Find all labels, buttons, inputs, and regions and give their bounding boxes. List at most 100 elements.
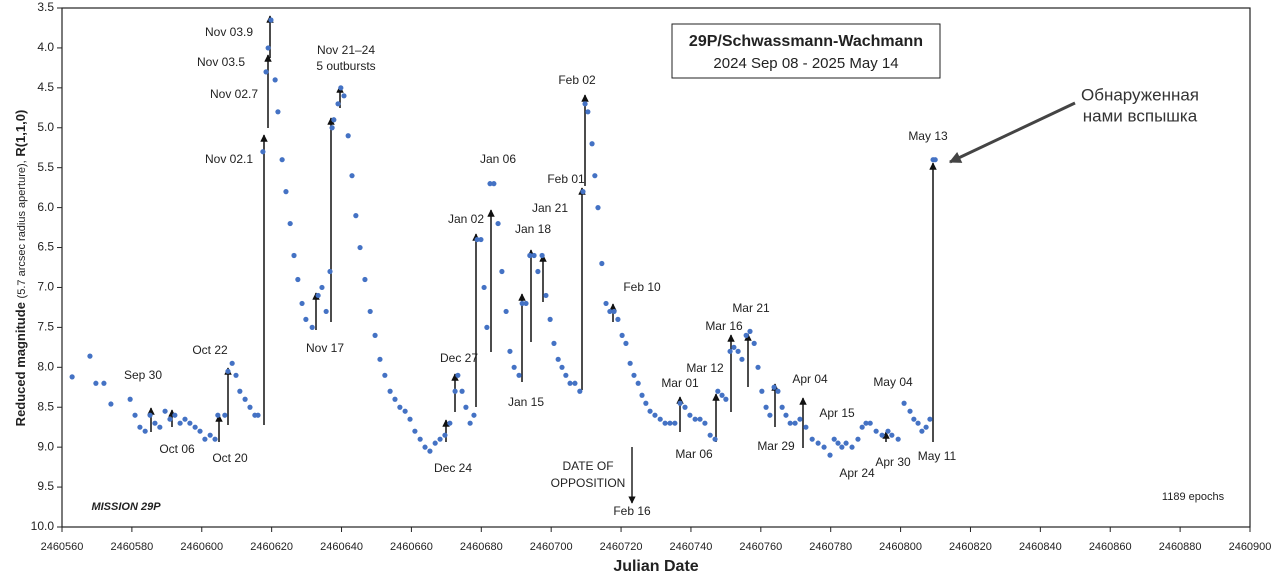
data-point [484,324,490,330]
data-point [299,300,305,307]
data-point [543,292,549,299]
data-point [222,412,228,418]
data-point [662,420,668,426]
chart-subtitle: 2024 Sep 08 - 2025 May 14 [713,55,898,72]
x-tick-label: 2460760 [739,541,782,553]
x-tick-label: 2460780 [809,541,852,553]
data-point [555,356,561,362]
data-point [855,436,861,442]
data-point [815,440,821,446]
y-tick-label: 4.5 [37,80,54,94]
y-tick-label: 3.5 [37,0,54,14]
data-point [463,404,469,410]
annotation: 5 outbursts [316,59,375,73]
data-point [767,412,773,418]
data-point [519,300,525,307]
x-tick-label: 2460600 [180,541,223,553]
data-point [242,396,248,402]
data-point [682,404,688,410]
title-box [671,23,941,79]
annotation: Mar 16 [705,319,743,333]
data-point [843,440,849,446]
data-point [187,420,193,426]
annotation: Sep 30 [124,368,162,382]
x-axis-label: Julian Date [613,558,698,575]
data-point [432,440,438,446]
data-point [392,396,398,402]
data-point [667,420,673,426]
x-tick-label: 2460560 [41,541,84,553]
data-point [315,292,321,299]
annotation: нами вспышка [1083,106,1198,125]
annotation: Jan 21 [532,201,568,215]
data-point [907,408,913,414]
data-point [225,368,231,374]
data-point [652,412,658,418]
data-point [481,284,487,291]
data-point [839,444,845,450]
annotation: Mar 21 [732,301,770,315]
annotation: Mar 12 [686,361,724,375]
data-point [478,236,484,243]
y-axis-label: Reduced magnitude (5.7 arcsec radius ape… [13,110,28,427]
data-point [692,416,698,422]
y-tick-label: 8.5 [37,399,54,413]
data-point [516,372,522,378]
data-point [712,436,718,442]
data-point [303,316,309,322]
data-point [422,444,428,450]
data-point [879,432,885,438]
data-point [849,444,855,450]
data-point [783,412,789,418]
data-point [167,416,173,422]
data-point [442,432,448,438]
y-tick-label: 7.5 [37,320,54,334]
annotation: Feb 02 [558,73,596,87]
data-point [87,353,93,359]
data-point [323,308,329,315]
data-point [619,332,625,338]
data-point [735,348,741,354]
epochs-note: 1189 epochs [1162,491,1225,503]
annotation: Mar 06 [675,447,713,461]
data-point [291,252,297,259]
data-point [215,412,221,418]
data-point [687,412,693,418]
data-point [447,420,453,426]
data-point [595,205,601,211]
data-point [803,424,809,430]
data-point [233,372,239,378]
y-tick-label: 10.0 [31,519,55,533]
data-point [341,93,347,99]
data-point [923,424,929,430]
data-point [859,424,865,430]
data-point [635,380,641,386]
y-label-part: Reduced magnitude [13,302,28,426]
data-point [523,300,529,307]
data-point [255,412,261,418]
data-point [723,396,729,402]
data-point [382,372,388,378]
y-tick-label: 5.0 [37,120,54,134]
annotation: Dec 27 [440,351,478,365]
data-point [775,388,781,394]
data-point [739,356,745,362]
annotation: OPPOSITION [551,476,626,490]
data-point [499,268,505,275]
data-point [152,420,158,426]
data-point [327,268,333,275]
data-point [932,157,938,163]
x-tick-label: 2460800 [879,541,922,553]
data-point [567,380,573,386]
x-tick-label: 2460860 [1089,541,1132,553]
data-point [901,400,907,406]
annotation: Jan 02 [448,212,484,226]
data-point [919,428,925,434]
data-point [707,432,713,438]
data-point [572,380,578,386]
data-point [207,432,213,438]
data-point [331,117,337,123]
annotation: Mar 29 [757,439,795,453]
annotation: May 13 [908,129,948,143]
